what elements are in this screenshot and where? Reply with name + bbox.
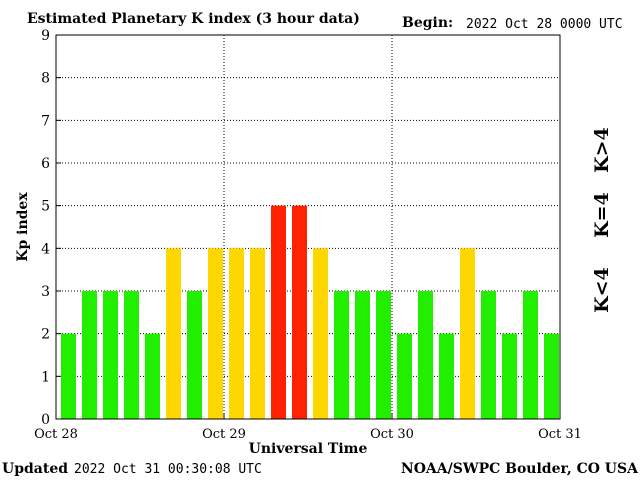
kp-bar — [292, 205, 307, 419]
kp-bar — [439, 333, 454, 419]
y-tick-label: 5 — [41, 199, 50, 215]
y-tick-label: 7 — [41, 113, 50, 129]
y-tick-label: 6 — [41, 156, 50, 172]
kp-bar — [376, 291, 391, 419]
legend-high: K>4 — [591, 127, 613, 173]
kp-bar — [523, 291, 538, 419]
y-tick-label: 8 — [41, 71, 50, 87]
legend-low: K<4 — [591, 267, 613, 313]
plot-frame — [55, 34, 561, 420]
x-tick-label: Oct 28 — [34, 427, 78, 442]
y-tick-label: 0 — [41, 412, 50, 428]
kp-bar — [418, 291, 433, 419]
legend-equal: K=4 — [591, 192, 613, 238]
y-axis-ticks: 0 1 2 3 4 5 6 7 8 9 — [41, 28, 61, 428]
y-tick-label: 4 — [41, 241, 50, 257]
x-tick-label: Oct 30 — [370, 427, 414, 442]
y-tick-label: 9 — [41, 28, 50, 44]
x-tick-label: Oct 31 — [538, 427, 582, 442]
kp-bar — [208, 248, 223, 419]
kp-bar — [355, 291, 370, 419]
kp-bar — [460, 248, 475, 419]
begin-value: 2022 Oct 28 0000 UTC — [466, 17, 623, 32]
kp-bar — [502, 333, 517, 419]
y-tick-label: 2 — [41, 327, 50, 343]
kp-bar — [166, 248, 181, 419]
kp-bar — [481, 291, 496, 419]
kp-bar — [61, 333, 76, 419]
kp-bar — [397, 333, 412, 419]
kp-bar — [187, 291, 202, 419]
y-axis-label: Kp index — [15, 192, 31, 262]
begin-label: Begin: — [402, 15, 453, 31]
kp-bar — [544, 333, 559, 419]
kp-bar — [124, 291, 139, 419]
source-credit: NOAA/SWPC Boulder, CO USA — [401, 461, 639, 477]
x-tick-label: Oct 29 — [202, 427, 246, 442]
kp-bar — [103, 291, 118, 419]
kp-bar — [229, 248, 244, 419]
kp-bar — [145, 333, 160, 419]
x-axis-label: Universal Time — [249, 441, 368, 457]
bars — [61, 205, 559, 419]
y-tick-label: 3 — [41, 284, 50, 300]
chart-title: Estimated Planetary K index (3 hour data… — [27, 11, 360, 27]
kp-bar — [271, 205, 286, 419]
x-axis-ticks: Oct 28 Oct 29 Oct 30 Oct 31 — [34, 413, 582, 442]
kp-bar — [82, 291, 97, 419]
kp-bar — [250, 248, 265, 419]
updated-value: 2022 Oct 31 00:30:08 UTC — [74, 462, 262, 477]
y-tick-label: 1 — [41, 369, 50, 385]
updated-label: Updated — [2, 461, 68, 477]
grid-lines — [56, 35, 560, 419]
kp-bar — [313, 248, 328, 419]
kp-bar — [334, 291, 349, 419]
